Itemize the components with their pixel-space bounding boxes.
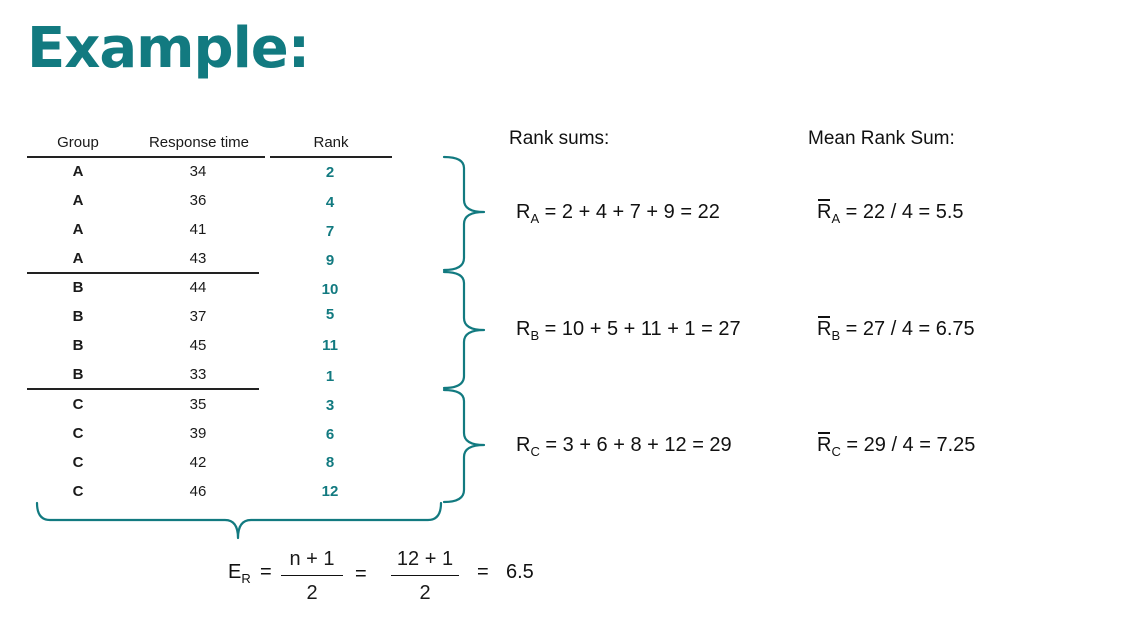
table-cell-group: B <box>72 308 84 325</box>
table-cell-group: A <box>72 192 84 209</box>
fraction-general-denominator: 2 <box>306 582 318 604</box>
table-cell-response-time: 41 <box>189 221 207 238</box>
table-cell-rank: 11 <box>322 337 338 354</box>
table-cell-rank: 12 <box>321 483 339 500</box>
table-cell-rank: 1 <box>325 368 335 385</box>
table-cell-group: C <box>72 454 84 471</box>
table-cell-rank: 3 <box>325 397 335 414</box>
expected-rank-result: 6.5 <box>506 561 534 583</box>
header-response-time: Response time <box>148 134 250 151</box>
table-cell-rank: 2 <box>325 164 335 181</box>
table-cell-response-time: 35 <box>189 396 207 413</box>
table-cell-group: A <box>72 163 84 180</box>
table-cell-response-time: 37 <box>189 308 207 325</box>
mean-rank-sum-c: RC = 29 / 4 = 7.25 <box>817 432 976 459</box>
fraction-general-numerator: n + 1 <box>281 548 343 576</box>
table-cell-rank: 9 <box>325 252 335 269</box>
table-cell-group: A <box>72 250 84 267</box>
header-underline-rank <box>270 156 392 158</box>
mean-rank-sum-label: Mean Rank Sum: <box>808 128 955 149</box>
table-cell-response-time: 46 <box>189 483 207 500</box>
table-cell-response-time: 34 <box>189 163 207 180</box>
table-cell-group: C <box>72 425 84 442</box>
header-rank: Rank <box>313 134 349 151</box>
fraction-numeric: 12 + 1 2 <box>391 548 459 605</box>
header-underline-left <box>27 156 265 158</box>
equals-sign-3: = <box>477 561 489 583</box>
table-cell-response-time: 33 <box>189 366 207 383</box>
table-cell-response-time: 36 <box>189 192 207 209</box>
table-cell-group: B <box>72 366 84 383</box>
table-cell-group: B <box>72 279 84 296</box>
equals-sign-1: = <box>260 561 272 583</box>
table-cell-rank: 5 <box>325 306 335 323</box>
table-cell-group: B <box>72 337 84 354</box>
table-cell-rank: 6 <box>325 426 335 443</box>
brace-b <box>442 270 486 390</box>
brace-bottom <box>35 501 443 540</box>
table-cell-response-time: 44 <box>189 279 207 296</box>
table-cell-response-time: 43 <box>189 250 207 267</box>
table-cell-group: A <box>72 221 84 238</box>
table-cell-rank: 10 <box>321 281 339 298</box>
fraction-numeric-denominator: 2 <box>419 582 431 604</box>
table-cell-response-time: 42 <box>189 454 207 471</box>
header-group: Group <box>57 134 99 151</box>
brace-c <box>442 388 486 504</box>
brace-a <box>442 155 486 272</box>
table-cell-rank: 4 <box>325 194 335 211</box>
equals-sign-2: = <box>355 563 367 585</box>
table-cell-response-time: 39 <box>189 425 207 442</box>
rank-sum-c: RC = 3 + 6 + 8 + 12 = 29 <box>516 434 732 459</box>
table-cell-group: C <box>72 483 84 500</box>
group-divider-bc <box>27 388 259 390</box>
page-title: Example: <box>27 16 310 81</box>
table-cell-response-time: 45 <box>189 337 207 354</box>
table-cell-rank: 7 <box>325 223 335 240</box>
group-divider-ab <box>27 272 259 274</box>
table-cell-rank: 8 <box>325 454 335 471</box>
mean-rank-sum-a: RA = 22 / 4 = 5.5 <box>817 199 964 226</box>
rank-sum-a: RA = 2 + 4 + 7 + 9 = 22 <box>516 201 720 226</box>
mean-rank-sum-b: RB = 27 / 4 = 6.75 <box>817 316 975 343</box>
rank-sums-label: Rank sums: <box>509 128 610 149</box>
table-cell-group: C <box>72 396 84 413</box>
expected-rank-symbol: ER <box>228 561 251 586</box>
fraction-numeric-numerator: 12 + 1 <box>391 548 459 576</box>
rank-sum-b: RB = 10 + 5 + 11 + 1 = 27 <box>516 318 741 343</box>
fraction-general: n + 1 2 <box>281 548 343 605</box>
